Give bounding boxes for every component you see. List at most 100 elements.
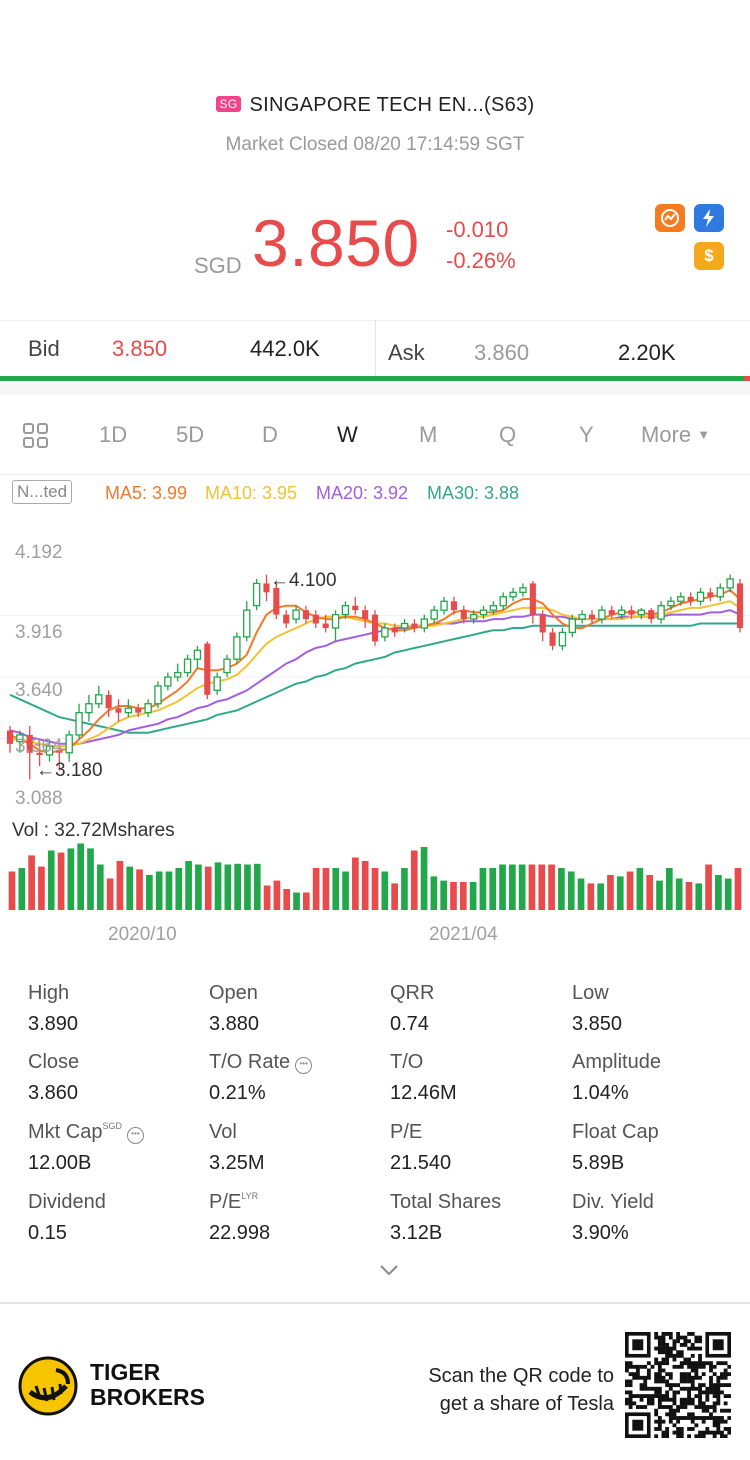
- qr-module: [657, 1339, 662, 1344]
- volume-bar: [87, 848, 94, 910]
- qr-module: [661, 1342, 666, 1347]
- expand-chevron-icon[interactable]: [377, 1262, 401, 1283]
- qr-module: [650, 1397, 655, 1402]
- qr-module: [672, 1401, 677, 1406]
- qr-module: [712, 1364, 717, 1369]
- volume-bar: [283, 889, 291, 910]
- y-tick-label: 4.192: [15, 542, 63, 563]
- qr-module: [654, 1372, 659, 1377]
- qr-module: [716, 1416, 721, 1420]
- candle: [183, 654, 192, 677]
- adjust-toggle[interactable]: N...ted: [12, 480, 73, 504]
- qr-module: [628, 1361, 633, 1366]
- qr-module: [716, 1430, 721, 1435]
- qr-module: [709, 1386, 713, 1391]
- qr-module: [672, 1357, 677, 1362]
- qr-module: [723, 1372, 728, 1377]
- qr-module: [716, 1375, 721, 1380]
- candle: [726, 574, 734, 593]
- qr-module: [665, 1394, 670, 1398]
- qr-module: [690, 1364, 695, 1369]
- candle: [16, 730, 24, 753]
- tab-more[interactable]: More ▼: [641, 422, 710, 448]
- qr-module: [672, 1364, 677, 1369]
- info-icon[interactable]: •••: [295, 1057, 313, 1074]
- volume-bar: [126, 866, 134, 910]
- qr-module: [665, 1353, 670, 1358]
- tab-5d[interactable]: 5D: [176, 422, 205, 447]
- volume-bar: [195, 864, 202, 910]
- qr-module: [668, 1375, 673, 1380]
- qr-code[interactable]: [625, 1332, 731, 1438]
- candlestick-chart[interactable]: [0, 530, 750, 820]
- ma10-value: MA10: 3.95: [205, 483, 298, 503]
- qr-module: [657, 1342, 662, 1347]
- qr-module: [676, 1335, 681, 1340]
- qr-module: [650, 1394, 655, 1398]
- qr-module: [661, 1339, 666, 1344]
- candle-body: [400, 622, 409, 629]
- stat-label-text: Vol: [209, 1121, 237, 1143]
- qr-module: [668, 1353, 673, 1358]
- candle: [243, 601, 251, 642]
- stat-value: 0.74: [390, 1013, 429, 1035]
- qr-module: [665, 1361, 670, 1366]
- candle: [539, 610, 546, 642]
- qr-module: [646, 1394, 651, 1398]
- candle: [460, 605, 467, 624]
- ma20-value: MA20: 3.92: [316, 483, 409, 503]
- stat-label-text: T/O Rate: [209, 1051, 291, 1073]
- volume-bar: [185, 861, 192, 910]
- qr-module: [676, 1408, 681, 1413]
- qr-module: [709, 1368, 713, 1373]
- qr-module: [635, 1368, 640, 1373]
- candle-body: [381, 627, 389, 638]
- qr-module: [716, 1361, 721, 1366]
- candle-body: [26, 734, 33, 753]
- lightning-icon[interactable]: [694, 204, 724, 232]
- info-icon[interactable]: •••: [126, 1127, 144, 1144]
- tab-1d[interactable]: 1D: [99, 422, 128, 447]
- ma30-value: MA30: 3.88: [427, 483, 520, 503]
- volume-bar: [636, 868, 644, 910]
- candle: [440, 596, 448, 615]
- candle: [312, 610, 319, 628]
- tab-q[interactable]: Q: [499, 422, 517, 447]
- chart-compare-icon[interactable]: [655, 204, 685, 232]
- qr-module: [643, 1379, 648, 1384]
- stat-label: Div. Yield: [572, 1191, 654, 1214]
- qr-module: [657, 1368, 662, 1373]
- qr-module: [698, 1335, 702, 1340]
- candle-body: [154, 685, 162, 705]
- candle-body: [391, 627, 398, 633]
- qr-module: [628, 1397, 633, 1402]
- qr-module: [698, 1357, 702, 1362]
- tab-d[interactable]: D: [262, 422, 278, 447]
- qr-module: [661, 1434, 666, 1438]
- qr-module: [705, 1416, 710, 1420]
- ask-label: Ask: [388, 340, 425, 365]
- volume-chart[interactable]: [0, 840, 750, 912]
- candle: [469, 610, 478, 624]
- candle-body: [36, 752, 43, 755]
- volume-label: Vol : 32.72Mshares: [12, 820, 175, 841]
- candle: [36, 743, 43, 767]
- layout-grid-icon[interactable]: [22, 422, 50, 450]
- qr-module: [661, 1361, 666, 1366]
- candle: [598, 605, 606, 624]
- qr-module: [654, 1357, 659, 1362]
- stat-label: Open: [209, 982, 258, 1005]
- candle: [331, 610, 340, 642]
- tab-y[interactable]: Y: [579, 422, 594, 447]
- qr-module: [650, 1386, 655, 1391]
- dollar-icon[interactable]: $: [694, 242, 724, 270]
- price-change: -0.010 -0.26%: [446, 214, 516, 276]
- qr-module: [676, 1353, 681, 1358]
- candle: [509, 587, 517, 602]
- tab-w[interactable]: W: [337, 422, 358, 447]
- bid-price: 3.850: [112, 336, 168, 361]
- candle: [322, 614, 329, 633]
- tab-m[interactable]: M: [419, 422, 438, 447]
- candle-body: [648, 610, 655, 620]
- qr-module: [650, 1364, 655, 1369]
